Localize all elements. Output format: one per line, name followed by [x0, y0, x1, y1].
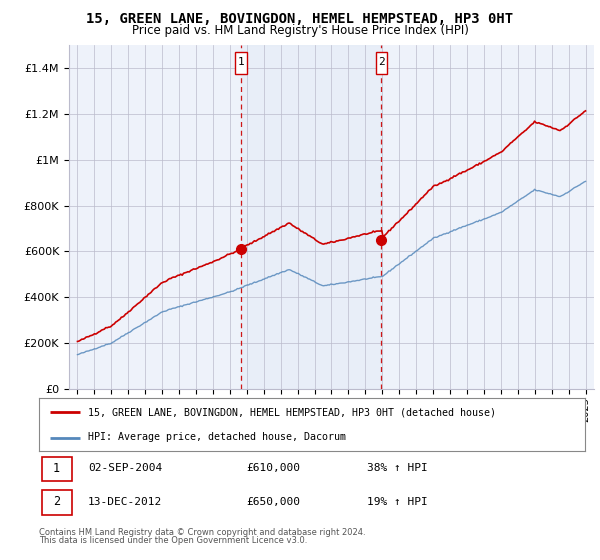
Text: 15, GREEN LANE, BOVINGDON, HEMEL HEMPSTEAD, HP3 0HT: 15, GREEN LANE, BOVINGDON, HEMEL HEMPSTE… [86, 12, 514, 26]
Bar [241, 45, 382, 389]
Text: 38% ↑ HPI: 38% ↑ HPI [367, 463, 427, 473]
Text: Price paid vs. HM Land Registry's House Price Index (HPI): Price paid vs. HM Land Registry's House … [131, 24, 469, 37]
Text: 1: 1 [53, 462, 60, 475]
FancyBboxPatch shape [376, 52, 388, 73]
Text: 19% ↑ HPI: 19% ↑ HPI [367, 497, 427, 507]
Text: 15, GREEN LANE, BOVINGDON, HEMEL HEMPSTEAD, HP3 0HT (detached house): 15, GREEN LANE, BOVINGDON, HEMEL HEMPSTE… [88, 408, 496, 418]
FancyBboxPatch shape [235, 52, 247, 73]
Text: £610,000: £610,000 [247, 463, 301, 473]
Text: 13-DEC-2012: 13-DEC-2012 [88, 497, 163, 507]
Text: 1: 1 [238, 57, 245, 67]
Text: £650,000: £650,000 [247, 497, 301, 507]
Text: 02-SEP-2004: 02-SEP-2004 [88, 463, 163, 473]
Text: 2: 2 [378, 57, 385, 67]
FancyBboxPatch shape [42, 457, 72, 481]
Text: Contains HM Land Registry data © Crown copyright and database right 2024.: Contains HM Land Registry data © Crown c… [39, 528, 365, 536]
Text: This data is licensed under the Open Government Licence v3.0.: This data is licensed under the Open Gov… [39, 536, 307, 545]
Text: HPI: Average price, detached house, Dacorum: HPI: Average price, detached house, Daco… [88, 432, 346, 442]
FancyBboxPatch shape [42, 491, 72, 515]
Text: 2: 2 [53, 496, 60, 508]
